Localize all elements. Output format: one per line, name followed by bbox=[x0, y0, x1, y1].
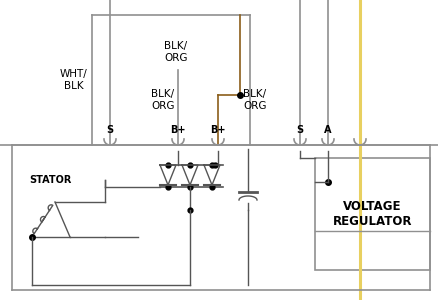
Text: BLK/
ORG: BLK/ ORG bbox=[164, 41, 187, 63]
Text: B+: B+ bbox=[210, 125, 225, 135]
Text: STATOR: STATOR bbox=[29, 175, 71, 185]
Text: S: S bbox=[296, 125, 303, 135]
Text: S: S bbox=[106, 125, 113, 135]
Text: VOLTAGE
REGULATOR: VOLTAGE REGULATOR bbox=[332, 200, 411, 228]
Text: WHT/
BLK: WHT/ BLK bbox=[60, 69, 88, 91]
Text: BLK/
ORG: BLK/ ORG bbox=[151, 89, 174, 111]
Text: BLK/
ORG: BLK/ ORG bbox=[243, 89, 266, 111]
Text: B+: B+ bbox=[170, 125, 185, 135]
Bar bbox=[314, 158, 429, 270]
Text: A: A bbox=[324, 125, 331, 135]
